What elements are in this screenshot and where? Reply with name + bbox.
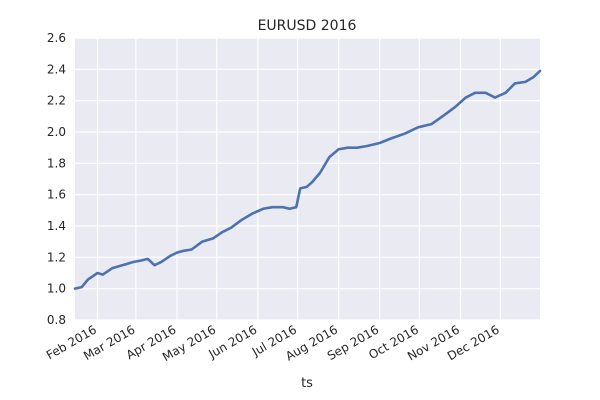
series-line-0 [73,69,542,290]
x-axis-label: ts [301,376,313,391]
series-layer [73,69,542,290]
y-tick-label: 1.4 [47,219,66,233]
y-tick-label: 2.4 [47,62,66,76]
y-tick-label: 2.6 [47,31,66,45]
y-tick-label: 1.6 [47,188,66,202]
grid [75,37,540,321]
plot-background [75,38,540,320]
y-tick-label: 1.8 [47,156,66,170]
chart-title: EURUSD 2016 [258,18,357,34]
y-tick-label: 2.0 [47,125,66,139]
y-tick-label: 0.8 [47,313,66,327]
y-tick-labels: 0.8 1.0 1.2 1.4 1.6 1.8 2.0 2.2 2.4 2.6 [47,31,66,327]
y-tick-label: 2.2 [47,94,66,108]
y-tick-label: 1.2 [47,250,66,264]
y-tick-label: 1.0 [47,282,66,296]
